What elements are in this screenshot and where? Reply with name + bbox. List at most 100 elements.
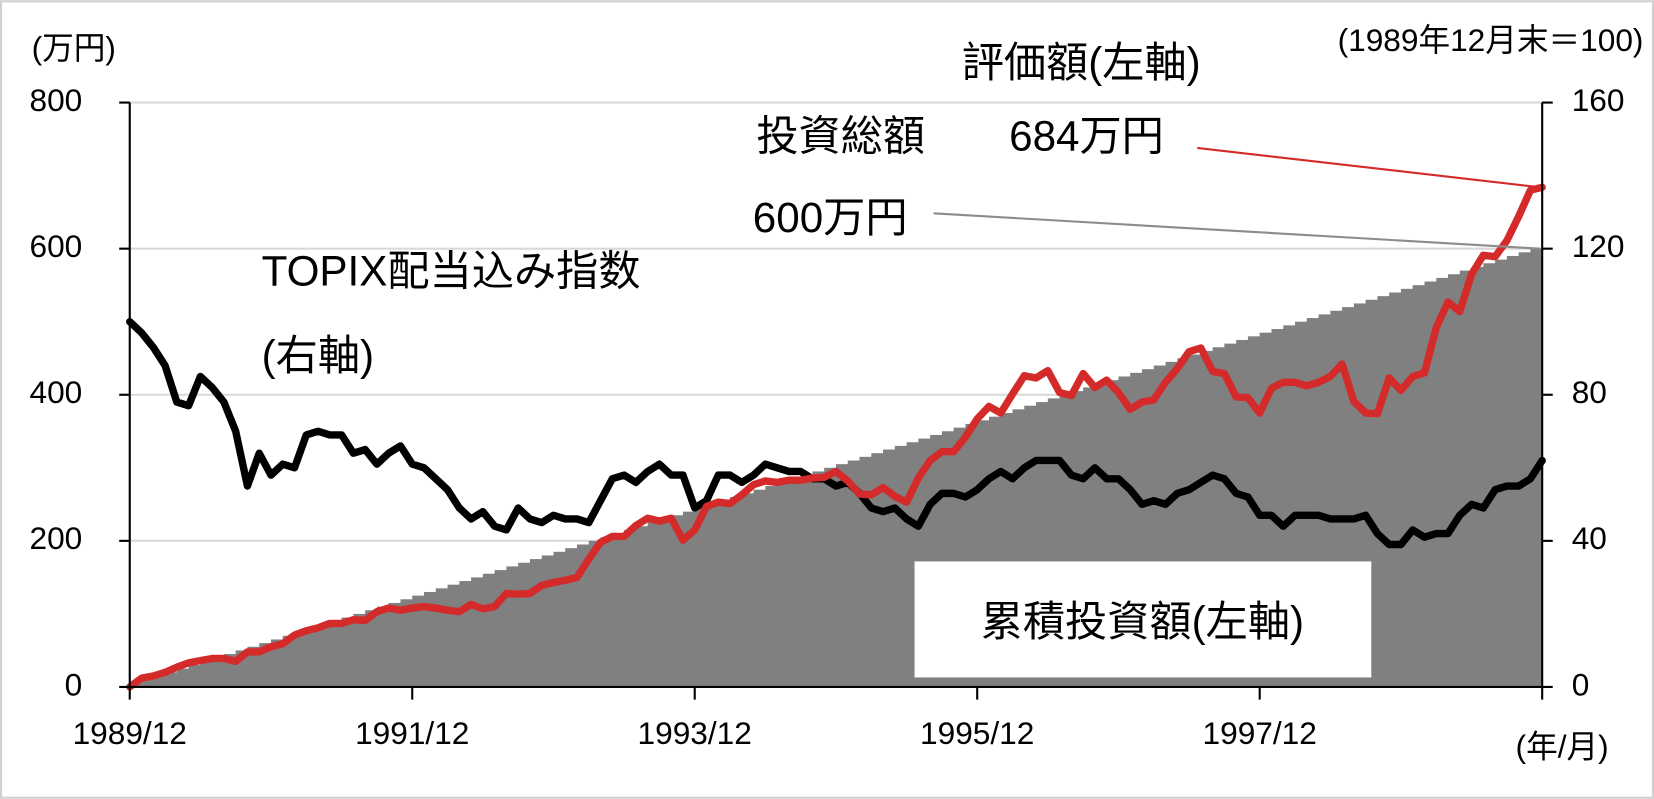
step-bar (788, 478, 802, 687)
x-tick-label: 1993/12 (638, 715, 752, 751)
annotation: 600万円 (753, 194, 908, 241)
step-bar (1412, 285, 1425, 687)
annotation-connector (1197, 146, 1541, 189)
x-tick-label: 1997/12 (1203, 715, 1317, 751)
y-tick-label: 0 (65, 666, 83, 702)
step-bar (553, 551, 566, 687)
step-bar (459, 581, 472, 687)
annotation-connector (933, 212, 1541, 250)
step-bar (588, 540, 601, 687)
step-bar (1377, 296, 1390, 687)
step-bar (471, 577, 484, 687)
y-tick-label: 400 (30, 374, 83, 410)
y-tick-label: 800 (30, 82, 83, 118)
step-bar (624, 529, 637, 687)
y2-tick-label: 120 (1572, 228, 1625, 264)
y2-axis-label: (1989年12月末＝100) (1338, 22, 1644, 58)
step-bar (270, 639, 284, 687)
step-bar (424, 591, 437, 687)
step-bar (529, 559, 543, 687)
step-bar (435, 588, 448, 687)
step-bar (1495, 259, 1508, 687)
step-bar (659, 518, 672, 687)
step-bar (800, 475, 813, 687)
annotation: 684万円 (1009, 113, 1164, 160)
step-bar (1424, 281, 1437, 687)
step-bar (1389, 292, 1402, 687)
step-bar (647, 522, 660, 687)
y-tick-label: 600 (30, 228, 83, 264)
step-bar (341, 617, 354, 687)
legend-box (914, 561, 1372, 678)
step-bar (1518, 252, 1531, 687)
step-bar (165, 672, 178, 687)
step-bar (294, 632, 307, 687)
x-tick-label: 1995/12 (920, 715, 1034, 751)
step-bar (565, 548, 578, 687)
step-bar (329, 621, 343, 687)
step-bar (447, 584, 460, 687)
step-bar (388, 602, 401, 687)
series-axis-note: (右軸) (262, 332, 374, 379)
y-tick-label: 200 (30, 520, 83, 556)
step-bar (506, 566, 519, 687)
step-bar (718, 500, 731, 687)
y2-tick-label: 40 (1572, 520, 1607, 556)
step-bar (859, 456, 872, 687)
step-bar (612, 533, 625, 687)
step-bar (153, 675, 166, 687)
step-bar (635, 526, 649, 687)
step-bar (247, 646, 260, 687)
step-bar (812, 471, 825, 687)
step-bar (365, 610, 378, 687)
step-bar (741, 493, 754, 687)
step-bar (376, 606, 390, 687)
y2-tick-label: 0 (1572, 666, 1590, 702)
step-bar (1506, 255, 1520, 687)
step-bar (188, 665, 201, 687)
step-bar (353, 613, 366, 687)
step-bar (847, 460, 860, 687)
step-bar (753, 489, 766, 687)
series-label: 評価額(左軸) (962, 39, 1201, 86)
step-bar (200, 661, 213, 687)
step-bar (141, 679, 154, 687)
step-bar (577, 544, 590, 687)
x-axis-label: (年/月) (1516, 729, 1609, 765)
step-bar (706, 504, 719, 687)
step-bar (777, 482, 790, 687)
annotation: 投資総額 (756, 113, 925, 160)
step-bar (1448, 274, 1461, 687)
step-bar (1436, 277, 1449, 687)
step-bar (730, 497, 743, 687)
step-bar (282, 635, 295, 687)
y2-tick-label: 80 (1572, 374, 1607, 410)
step-bar (1459, 270, 1472, 687)
step-bar (671, 515, 684, 687)
step-bar (600, 537, 613, 687)
y-axis-label: (万円) (32, 30, 116, 66)
y2-tick-label: 160 (1572, 82, 1625, 118)
step-bar (176, 668, 190, 687)
step-bar (400, 599, 413, 687)
step-bar (482, 573, 496, 687)
series-line (126, 318, 1546, 549)
step-bar (412, 595, 425, 687)
step-bar (541, 555, 554, 687)
series-label: 累積投資額(左軸) (981, 598, 1304, 645)
step-bar (824, 467, 837, 687)
step-bar (1483, 263, 1496, 687)
step-bar (212, 657, 225, 687)
series-label: TOPIX配当込み指数 (262, 248, 641, 295)
step-bar (694, 507, 707, 687)
step-bar (894, 445, 908, 687)
step-bar (765, 486, 778, 687)
step-bar (835, 464, 849, 687)
step-bar (518, 562, 531, 687)
x-tick-label: 1989/12 (73, 715, 187, 751)
x-tick-label: 1991/12 (355, 715, 469, 751)
step-bar (494, 570, 507, 687)
step-bar (306, 628, 319, 687)
